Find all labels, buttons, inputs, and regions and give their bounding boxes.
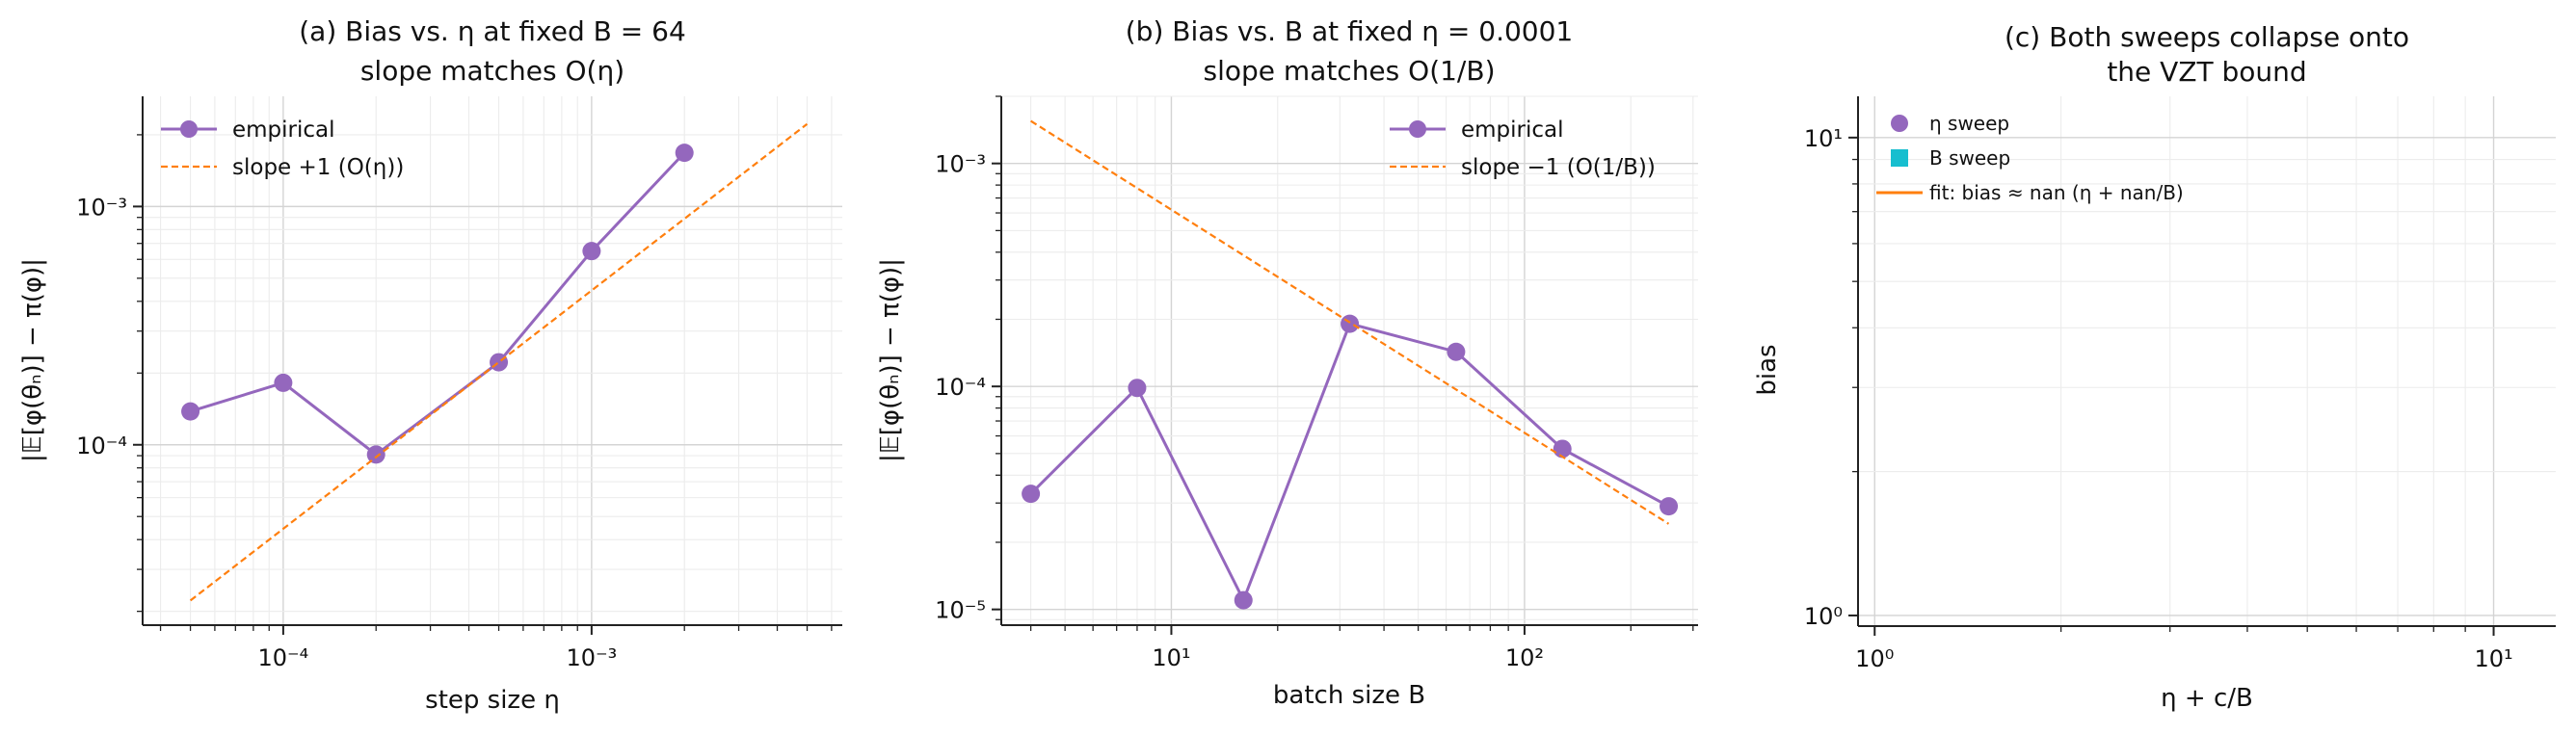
panel-c-ylabel: bias [1753,344,1782,395]
data-point [181,402,200,421]
panel-a-ylabel: |𝔼[φ(θₙ)] − π(φ)| [18,258,47,462]
legend-eta-sweep-label: η sweep [1929,112,2009,135]
data-point [1128,379,1147,398]
panel-a-series [181,122,809,602]
legend-b-sweep-label: B sweep [1929,146,2010,170]
panel-c: (c) Both sweeps collapse onto the VZT bo… [1753,21,2556,713]
data-point [1447,342,1466,361]
panel-c-ticks: 10⁰ 10¹ 10⁰ 10¹ [1804,125,2513,672]
legend-empirical-marker [1409,120,1426,138]
data-point [582,242,601,261]
panel-c-legend: η sweep B sweep fit: bias ≈ nan (η + nan… [1876,112,2184,204]
panel-c-title: (c) Both sweeps collapse onto [2005,21,2409,53]
panel-b: (b) Bias vs. B at fixed η = 0.0001 slope… [876,15,1698,710]
legend-empirical-label: empirical [1461,118,1564,143]
y-tick-label: 10⁰ [1804,603,1843,630]
panel-c-axes [1857,96,2556,627]
x-tick-label: 10² [1505,644,1544,671]
panel-a: (a) Bias vs. η at fixed B = 64 slope mat… [18,15,842,715]
y-tick-label: 10⁻⁴ [935,374,986,401]
panel-c-subtitle: the VZT bound [2107,56,2306,88]
slope-reference-line [1030,119,1670,525]
panel-b-xlabel: batch size B [1273,681,1425,710]
panel-a-axes [142,96,842,626]
y-tick-label: 10⁻⁴ [76,433,127,459]
data-point [1341,314,1360,333]
panel-a-subtitle: slope matches O(η) [360,55,624,87]
data-point [490,353,509,372]
y-tick-label: 10¹ [1804,125,1843,152]
data-point [1660,497,1679,516]
legend-b-sweep-marker [1891,149,1908,167]
data-point [274,373,293,392]
series-line [1029,322,1670,604]
legend-slope-label: slope +1 (O(η)) [232,155,404,180]
panel-b-series [1022,119,1679,610]
panel-a-legend: empirical slope +1 (O(η)) [161,118,404,180]
data-point [1553,439,1572,459]
data-point [675,144,694,163]
y-tick-label: 10⁻⁵ [935,597,986,624]
panel-c-grid [1858,96,2556,626]
panel-a-title: (a) Bias vs. η at fixed B = 64 [299,15,686,47]
panel-a-xlabel: step size η [425,686,560,715]
legend-fit-label: fit: bias ≈ nan (η + nan/B) [1929,181,2184,204]
panel-c-xlabel: η + c/B [2161,684,2253,713]
slope-reference-line [189,122,809,602]
x-tick-label: 10¹ [1152,644,1190,671]
data-point [1022,485,1041,504]
panel-b-grid [1001,95,1698,625]
panel-b-title: (b) Bias vs. B at fixed η = 0.0001 [1126,15,1574,47]
y-tick-label: 10⁻³ [76,194,127,221]
legend-empirical-label: empirical [232,118,335,143]
panel-a-grid [143,96,842,625]
legend-slope-label: slope −1 (O(1/B)) [1461,155,1656,180]
panel-b-legend: empirical slope −1 (O(1/B)) [1390,118,1656,180]
panel-a-ticks: 10⁻⁴ 10⁻³ 10⁻⁴ 10⁻³ [76,134,833,671]
legend-empirical-marker [180,120,198,138]
data-point [1234,590,1253,610]
legend-eta-sweep-marker [1891,115,1908,132]
data-point [366,445,385,464]
panel-b-ylabel: |𝔼[φ(θₙ)] − π(φ)| [876,258,905,462]
panel-b-subtitle: slope matches O(1/B) [1203,55,1495,87]
x-tick-label: 10⁻³ [566,644,617,671]
y-tick-label: 10⁻³ [935,151,986,178]
x-tick-label: 10⁻⁴ [257,644,308,671]
x-tick-label: 10⁰ [1855,645,1894,672]
x-tick-label: 10¹ [2474,645,2512,672]
panel-b-ticks: 10¹ 10² 10⁻⁵ 10⁻⁴ 10⁻³ [935,95,1694,671]
